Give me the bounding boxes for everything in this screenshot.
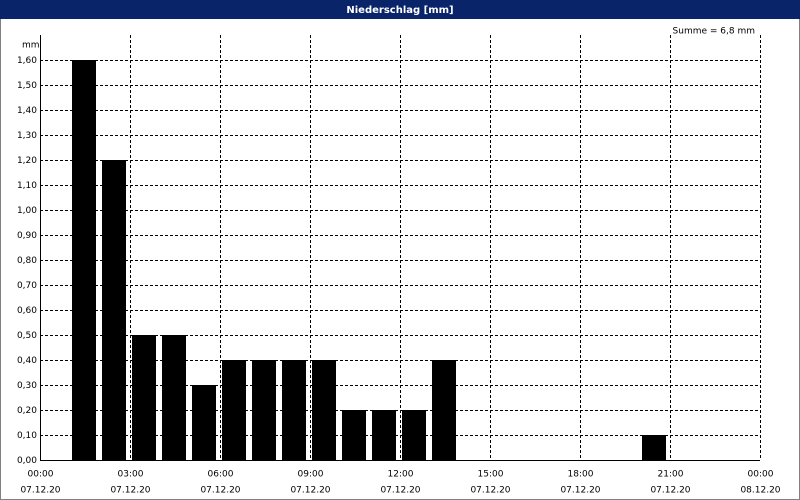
y-tick-label: 0,30: [17, 381, 37, 391]
y-tick-label: 1,20: [17, 156, 37, 166]
x-tick-label: 18:00: [568, 470, 594, 480]
x-tick-label: 03:00: [118, 470, 144, 480]
x-tick-label: 00:00: [748, 470, 774, 480]
x-tick-label: 09:00: [298, 470, 324, 480]
x-tick-label: 00:00: [28, 470, 54, 480]
bar: [642, 435, 666, 460]
bar: [312, 360, 336, 460]
x-tick-date: 07.12.20: [290, 486, 330, 496]
bar: [162, 335, 186, 460]
x-tick-label: 06:00: [208, 470, 234, 480]
bar: [252, 360, 276, 460]
y-tick-label: 1,30: [17, 131, 37, 141]
y-tick-label: 1,10: [17, 181, 37, 191]
annotation: Summe = 6,8 mm: [673, 27, 755, 37]
y-tick-label: 0,50: [17, 331, 37, 341]
y-tick-label: 0,10: [17, 431, 37, 441]
bar: [372, 410, 396, 460]
title-bar: [0, 0, 800, 19]
y-tick-label: 0,40: [17, 356, 37, 366]
y-tick-label: 1,00: [17, 206, 37, 216]
x-tick-date: 07.12.20: [560, 486, 600, 496]
y-tick-label: 0,90: [17, 231, 37, 241]
bar: [432, 360, 456, 460]
y-tick-label: 0,70: [17, 281, 37, 291]
x-tick-date: 07.12.20: [20, 486, 60, 496]
bar: [132, 335, 156, 460]
y-tick-label: 1,50: [17, 81, 37, 91]
x-tick-date: 07.12.20: [650, 486, 690, 496]
bar: [192, 385, 216, 460]
x-tick-label: 15:00: [478, 470, 504, 480]
bar: [102, 160, 126, 460]
y-unit: mm: [22, 41, 40, 51]
bar: [342, 410, 366, 460]
bar: [402, 410, 426, 460]
y-tick-label: 0,00: [17, 456, 37, 466]
x-tick-date: 07.12.20: [110, 486, 150, 496]
x-tick-date: 08.12.20: [740, 486, 780, 496]
x-tick-label: 12:00: [388, 470, 414, 480]
bar: [222, 360, 246, 460]
y-tick-label: 0,80: [17, 256, 37, 266]
y-tick-label: 1,60: [17, 56, 37, 66]
y-tick-label: 0,20: [17, 406, 37, 416]
x-tick-label: 21:00: [658, 470, 684, 480]
chart-title: Niederschlag [mm]: [346, 5, 453, 16]
bar: [72, 60, 96, 460]
x-tick-date: 07.12.20: [200, 486, 240, 496]
x-tick-date: 07.12.20: [470, 486, 510, 496]
y-tick-label: 0,60: [17, 306, 37, 316]
bar: [282, 360, 306, 460]
x-tick-date: 07.12.20: [380, 486, 420, 496]
y-tick-label: 1,40: [17, 106, 37, 116]
